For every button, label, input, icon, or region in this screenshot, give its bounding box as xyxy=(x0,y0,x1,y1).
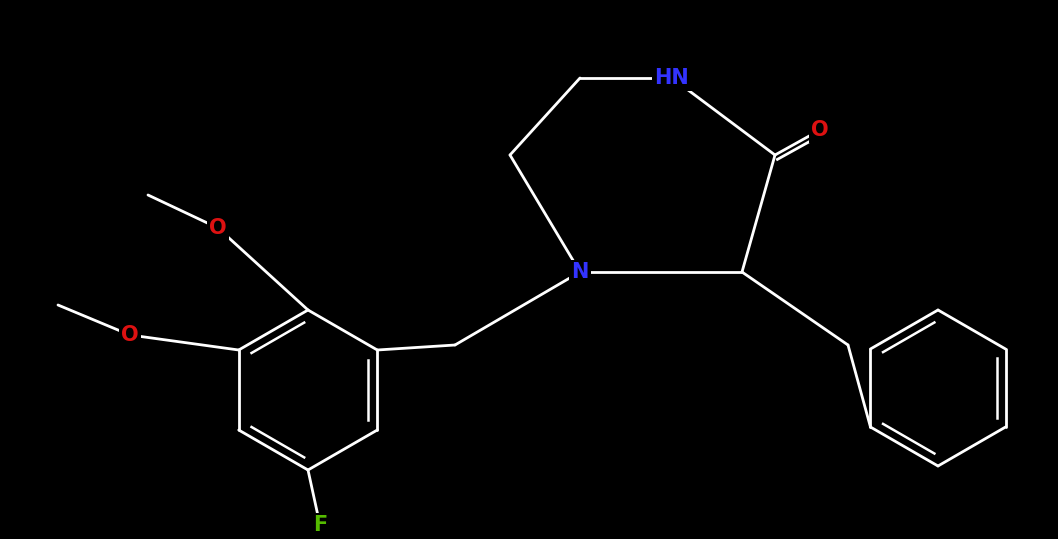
Text: O: O xyxy=(209,218,226,238)
Text: N: N xyxy=(571,262,588,282)
Text: F: F xyxy=(313,515,327,535)
Text: O: O xyxy=(122,325,139,345)
Text: O: O xyxy=(811,120,828,140)
Text: HN: HN xyxy=(655,68,690,88)
